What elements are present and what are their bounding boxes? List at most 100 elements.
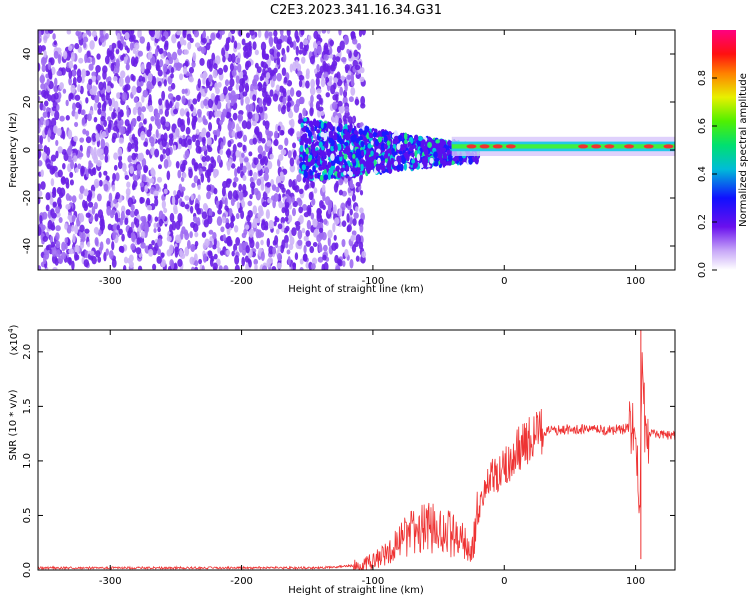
noise-speck [190,104,194,112]
spectrogram-y-tick-label: 0 [22,147,33,153]
noise-speck [112,172,116,182]
noise-speck [137,101,143,110]
noise-speck [47,30,54,34]
noise-speck [147,53,151,61]
noise-speck [140,215,145,222]
noise-speck [264,166,270,175]
noise-speck [229,78,235,87]
signal-speck [377,136,383,143]
signal-speck [353,129,358,135]
noise-speck [74,224,79,235]
noise-speck [316,63,320,72]
signal-speck [374,152,379,157]
signal-speck [413,134,419,141]
noise-speck [150,115,155,122]
signal-speck [329,123,334,132]
noise-speck [182,30,187,36]
noise-speck [245,60,252,68]
noise-speck [207,98,214,109]
snr-x-ticks: -300 -200 -100 0 100 [99,330,645,587]
noise-speck [321,263,325,270]
signal-speck [383,143,388,150]
noise-speck [208,74,213,83]
noise-speck [296,131,301,138]
noise-speck [38,44,43,55]
noise-speck [327,236,331,247]
noise-speck [305,68,310,77]
noise-speck [213,187,218,195]
noise-speck [40,83,46,90]
noise-speck [336,78,343,87]
noise-speck [300,30,305,36]
noise-speck [309,86,316,96]
noise-speck [303,245,307,254]
noise-speck [214,55,221,65]
noise-speck [359,218,364,226]
spectrogram-y-tick-label: -20 [22,190,33,206]
noise-speck [221,216,226,224]
noise-speck [140,222,145,231]
noise-speck [91,71,97,78]
noise-speck [113,100,119,111]
noise-speck [83,189,89,197]
noise-speck [68,248,74,255]
noise-speck [241,79,246,89]
noise-speck [132,106,137,116]
noise-speck [194,231,199,238]
noise-speck [355,255,360,262]
signal-speck [347,152,352,160]
noise-speck [262,150,266,157]
noise-speck [108,44,113,51]
noise-speck [179,248,183,257]
noise-speck [250,59,254,66]
signal-speck [421,157,426,165]
noise-speck [146,129,152,138]
noise-speck [224,205,229,211]
noise-speck [192,223,199,233]
noise-speck [163,50,167,57]
noise-speck [136,115,141,122]
spectrogram-marks [38,30,675,270]
noise-speck [242,74,248,81]
noise-speck [101,130,107,139]
noise-speck [220,226,225,233]
noise-speck [111,136,116,143]
noise-speck [39,134,44,145]
noise-speck [140,231,146,239]
noise-speck [268,219,274,230]
noise-speck [347,224,352,233]
noise-speck [174,127,180,138]
signal-speck [344,128,348,135]
noise-speck [319,65,324,74]
noise-speck [100,222,106,231]
noise-speck [124,174,130,181]
noise-speck [168,137,174,147]
noise-speck [202,253,207,263]
noise-speck [264,156,269,166]
noise-speck [38,150,41,161]
noise-speck [139,197,145,204]
noise-speck [146,80,152,90]
noise-speck [188,66,195,74]
noise-speck [353,49,359,58]
noise-speck [212,262,218,270]
noise-speck [85,130,90,137]
noise-speck [333,217,340,225]
noise-speck [214,110,219,118]
noise-speck [118,137,125,144]
noise-speck [124,32,130,40]
signal-speck [344,123,348,129]
noise-speck [55,240,61,249]
signal-speck [411,152,415,158]
noise-speck [193,30,200,38]
noise-speck [95,239,99,247]
signal-speck [343,170,347,176]
noise-speck [197,115,203,123]
signal-speck [327,161,332,168]
noise-speck [175,160,180,169]
noise-speck [190,194,194,201]
noise-speck [273,36,279,44]
noise-speck [46,111,51,118]
signal-speck [391,147,395,154]
noise-speck [346,213,350,223]
